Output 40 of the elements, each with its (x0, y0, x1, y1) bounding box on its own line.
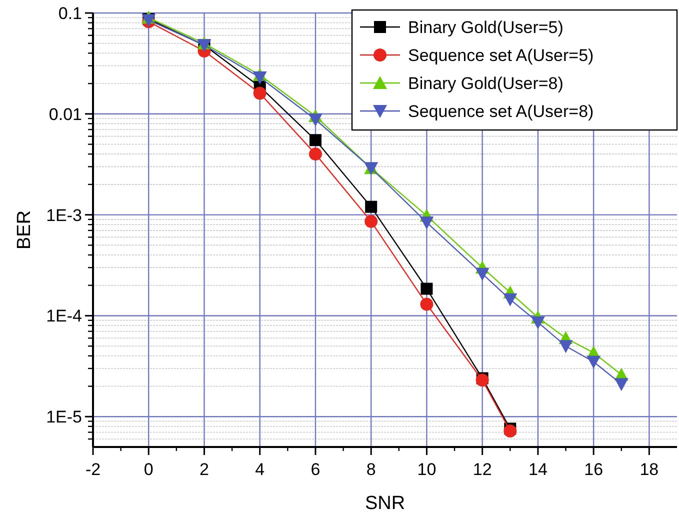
point (308, 148, 322, 161)
point (530, 316, 545, 330)
x-tick-label: 0 (144, 460, 154, 479)
y-tick-label: 0.1 (58, 4, 82, 23)
x-tick-label: 4 (255, 460, 265, 479)
x-axis-title: SNR (364, 493, 406, 514)
point (558, 340, 573, 354)
legend-label: Sequence set A(User=5) (408, 46, 594, 65)
point (308, 114, 322, 127)
point (420, 298, 434, 311)
y-tick-label: 1E-4 (46, 306, 82, 326)
point (420, 282, 433, 295)
point (420, 216, 434, 230)
x-tick-label: -2 (85, 460, 101, 479)
y-tick-label: 1E-5 (46, 408, 82, 427)
point (309, 134, 322, 146)
x-tick-label: 10 (417, 460, 436, 479)
x-tick-label: 8 (366, 460, 376, 479)
x-tick-label: 18 (640, 460, 659, 479)
x-tick-label: 14 (528, 460, 548, 479)
point (586, 356, 601, 369)
x-tick-label: 2 (200, 460, 209, 479)
point (614, 378, 628, 392)
point (475, 268, 490, 281)
point (503, 293, 518, 306)
x-tick-label: 6 (310, 460, 320, 479)
point (252, 71, 267, 84)
legend-label: Binary Gold(User=8) (408, 74, 564, 93)
point (365, 200, 378, 213)
point (364, 214, 378, 228)
legend-label: Sequence set A(User=8) (408, 102, 594, 121)
y-axis-title: BER (14, 210, 35, 250)
y-tick-label: 1E-3 (46, 206, 82, 225)
point (476, 374, 489, 387)
x-tick-label: 16 (584, 460, 604, 479)
x-tick-label: 12 (472, 460, 492, 479)
legend-label: Binary Gold(User=5) (408, 18, 564, 37)
point (504, 424, 517, 438)
point (253, 86, 266, 100)
y-tick-label: 0.01 (48, 104, 82, 124)
